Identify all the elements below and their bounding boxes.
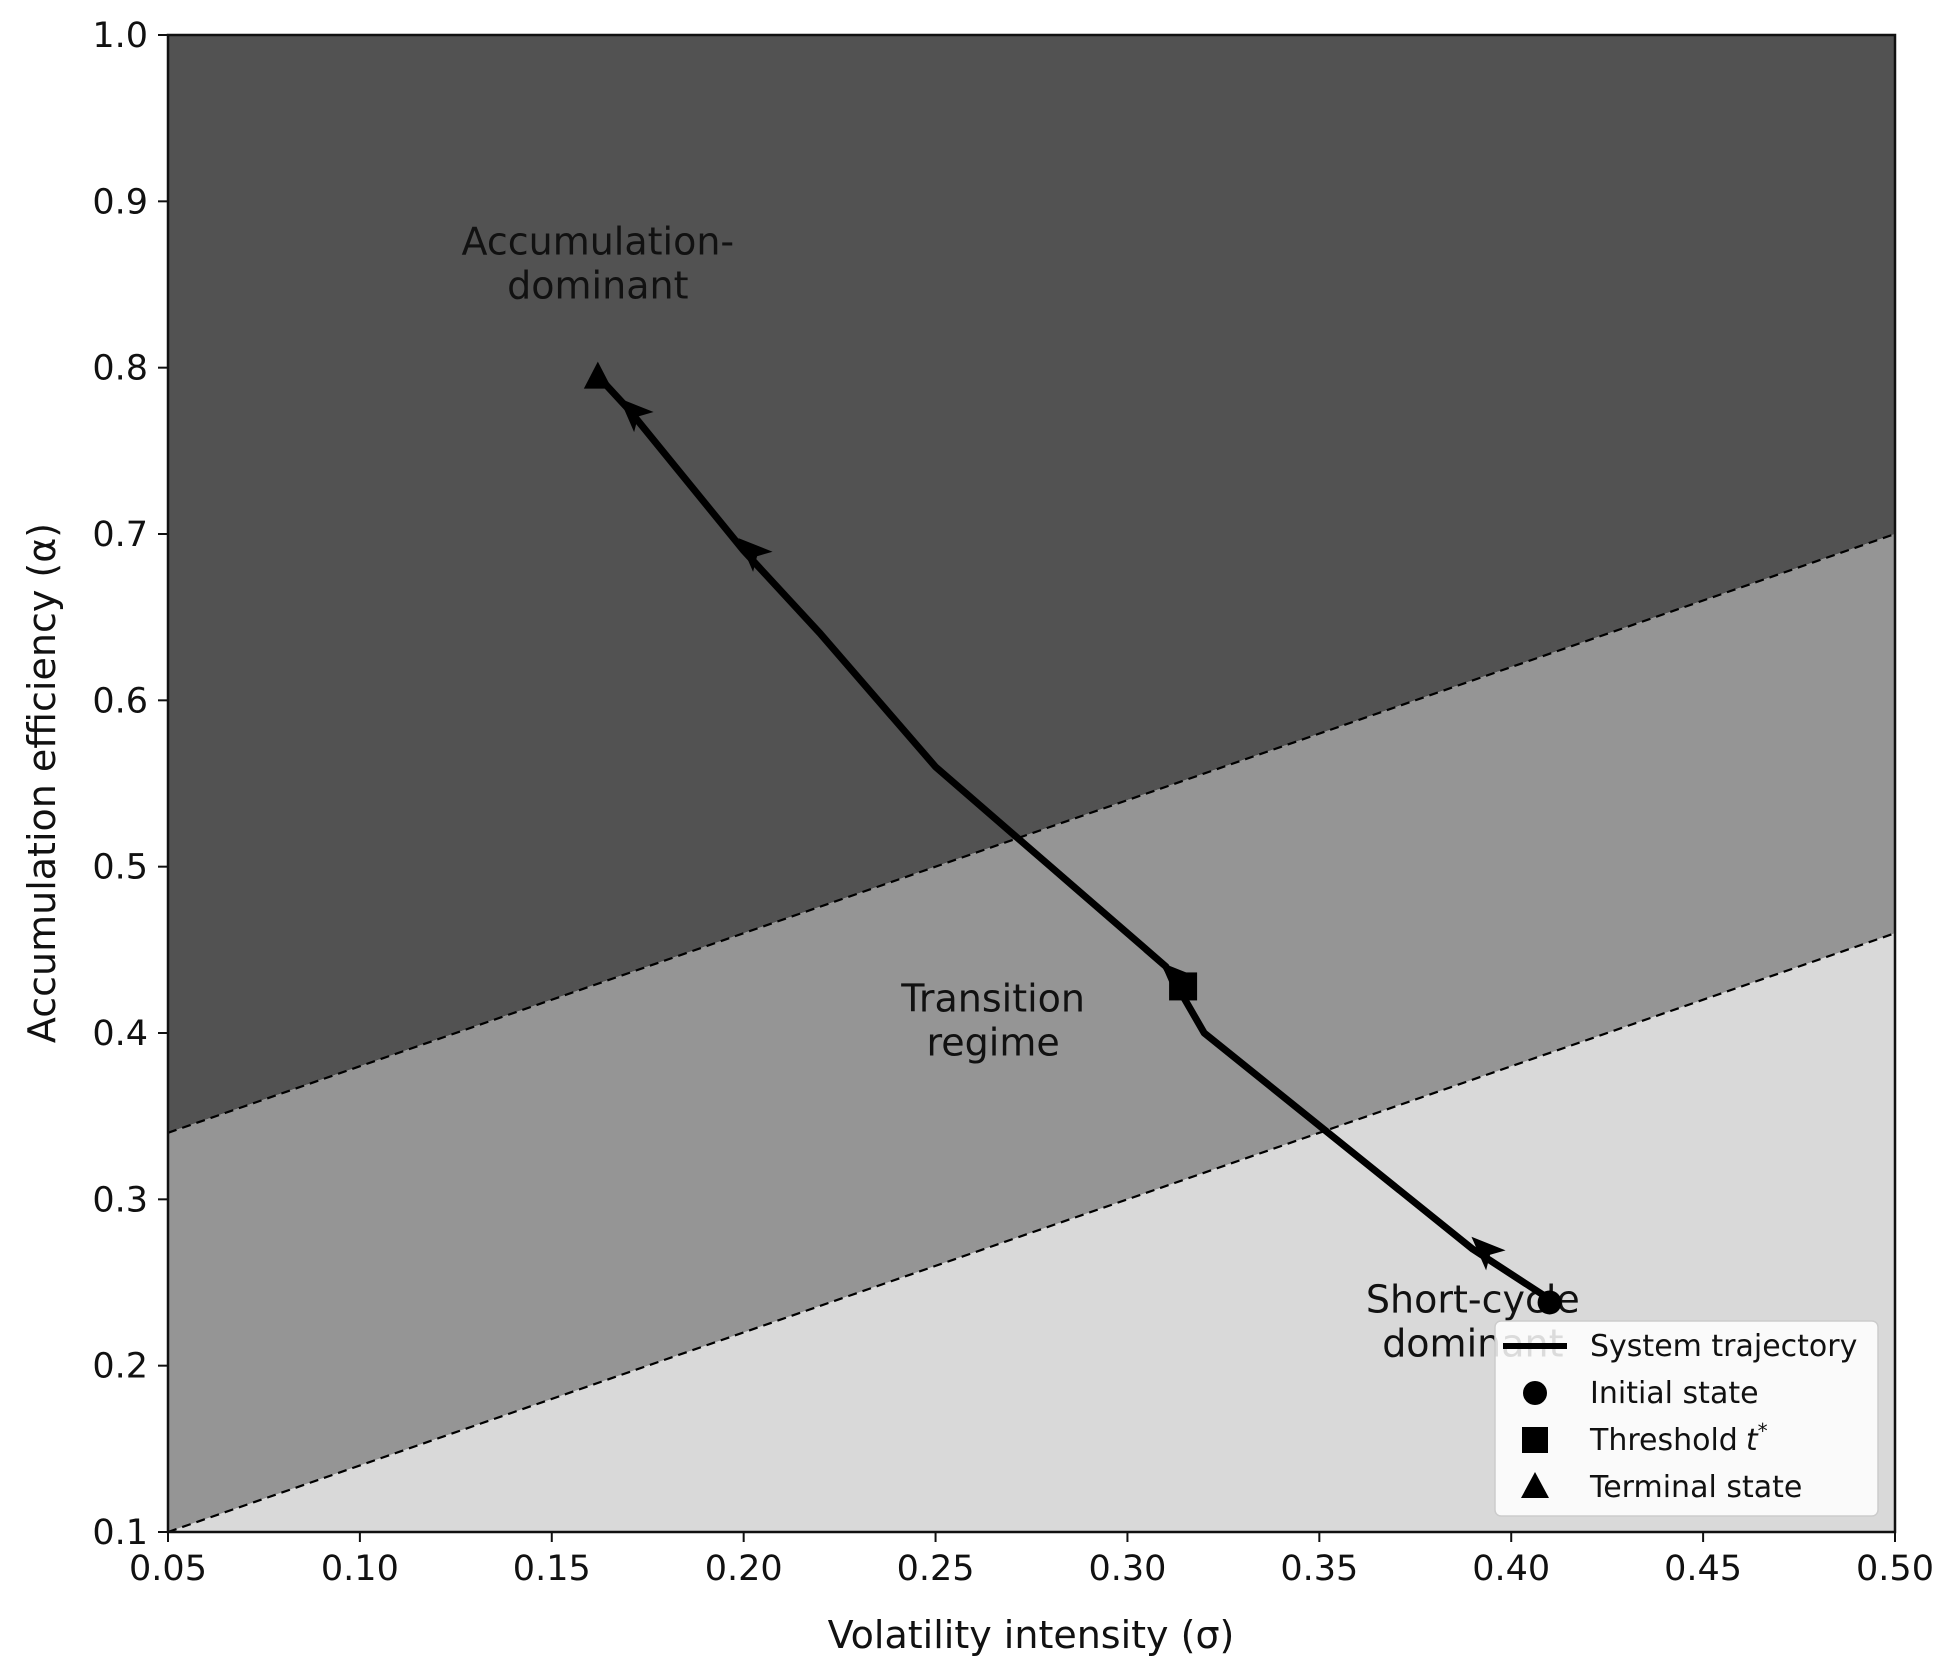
x-tick-label: 0.05 <box>129 1549 207 1589</box>
legend-triangle-icon <box>1521 1472 1549 1498</box>
initial-state-marker <box>1537 1290 1562 1315</box>
y-tick-label: 0.5 <box>92 848 148 888</box>
region-label-transition: Transition regime <box>900 976 1085 1064</box>
trajectory-arrow-icon <box>738 538 773 572</box>
x-tick-label: 0.30 <box>1088 1549 1166 1589</box>
legend-label: System trajectory <box>1590 1329 1857 1364</box>
legend-label-superscript: * <box>1758 1419 1768 1443</box>
x-tick-label: 0.35 <box>1280 1549 1358 1589</box>
y-tick-label: 0.6 <box>92 681 148 721</box>
y-tick-label: 0.1 <box>92 1513 148 1553</box>
y-tick-label: 0.3 <box>92 1180 148 1220</box>
legend-square-icon <box>1522 1427 1548 1453</box>
y-tick-label: 0.4 <box>92 1014 148 1054</box>
trajectory-arrow-icon <box>1471 1236 1506 1271</box>
legend-label-text: System trajectory <box>1590 1329 1857 1364</box>
x-axis-label: Volatility intensity (σ) <box>828 1613 1235 1657</box>
trajectory-arrow-icon <box>619 398 654 433</box>
legend-label-text: Terminal state <box>1589 1470 1802 1505</box>
transition-regime-region <box>168 534 1895 1532</box>
y-tick-label: 1.0 <box>92 16 148 56</box>
region-label-line: Accumulation- <box>462 220 735 264</box>
y-tick-label: 0.9 <box>92 182 148 222</box>
x-tick-label: 0.10 <box>321 1549 399 1589</box>
legend-label: Initial state <box>1590 1376 1759 1411</box>
x-tick-label: 0.40 <box>1472 1549 1550 1589</box>
x-tick-label: 0.50 <box>1856 1549 1934 1589</box>
regime-boundary-lower <box>168 932 1895 1532</box>
legend-circle-icon <box>1523 1381 1547 1405</box>
region-label-line: regime <box>926 1020 1059 1064</box>
region-label-accumulation: Accumulation-dominant <box>462 220 735 308</box>
region-label-line: Transition <box>900 976 1085 1020</box>
threshold-marker <box>1169 972 1198 1001</box>
plot-frame <box>166 33 1897 1534</box>
y-axis-label: Accumulation efficiency (α) <box>20 523 64 1043</box>
legend-label-text: Threshold <box>1589 1423 1738 1458</box>
legend: System trajectory Initial state Threshold t… <box>1494 1320 1879 1517</box>
region-label-line: dominant <box>507 264 688 308</box>
legend-box <box>1494 1320 1879 1517</box>
y-tick-label: 0.2 <box>92 1347 148 1387</box>
y-tick-label: 0.7 <box>92 515 148 555</box>
accumulation-dominant-region <box>168 35 1895 1133</box>
x-tick-label: 0.15 <box>513 1549 591 1589</box>
x-tick-label: 0.25 <box>897 1549 975 1589</box>
y-tick-label: 0.8 <box>92 349 148 389</box>
legend-label: Terminal state <box>1589 1470 1802 1505</box>
x-tick-label: 0.45 <box>1664 1549 1742 1589</box>
terminal-state-marker <box>583 361 612 389</box>
legend-label-text: Initial state <box>1590 1376 1759 1411</box>
system-trajectory-line <box>594 372 1554 1303</box>
legend-label-italic: t <box>1746 1423 1759 1458</box>
x-tick-label: 0.20 <box>705 1549 783 1589</box>
legend-label: Threshold t* <box>1589 1419 1768 1458</box>
regime-boundary-upper <box>168 532 1895 1134</box>
